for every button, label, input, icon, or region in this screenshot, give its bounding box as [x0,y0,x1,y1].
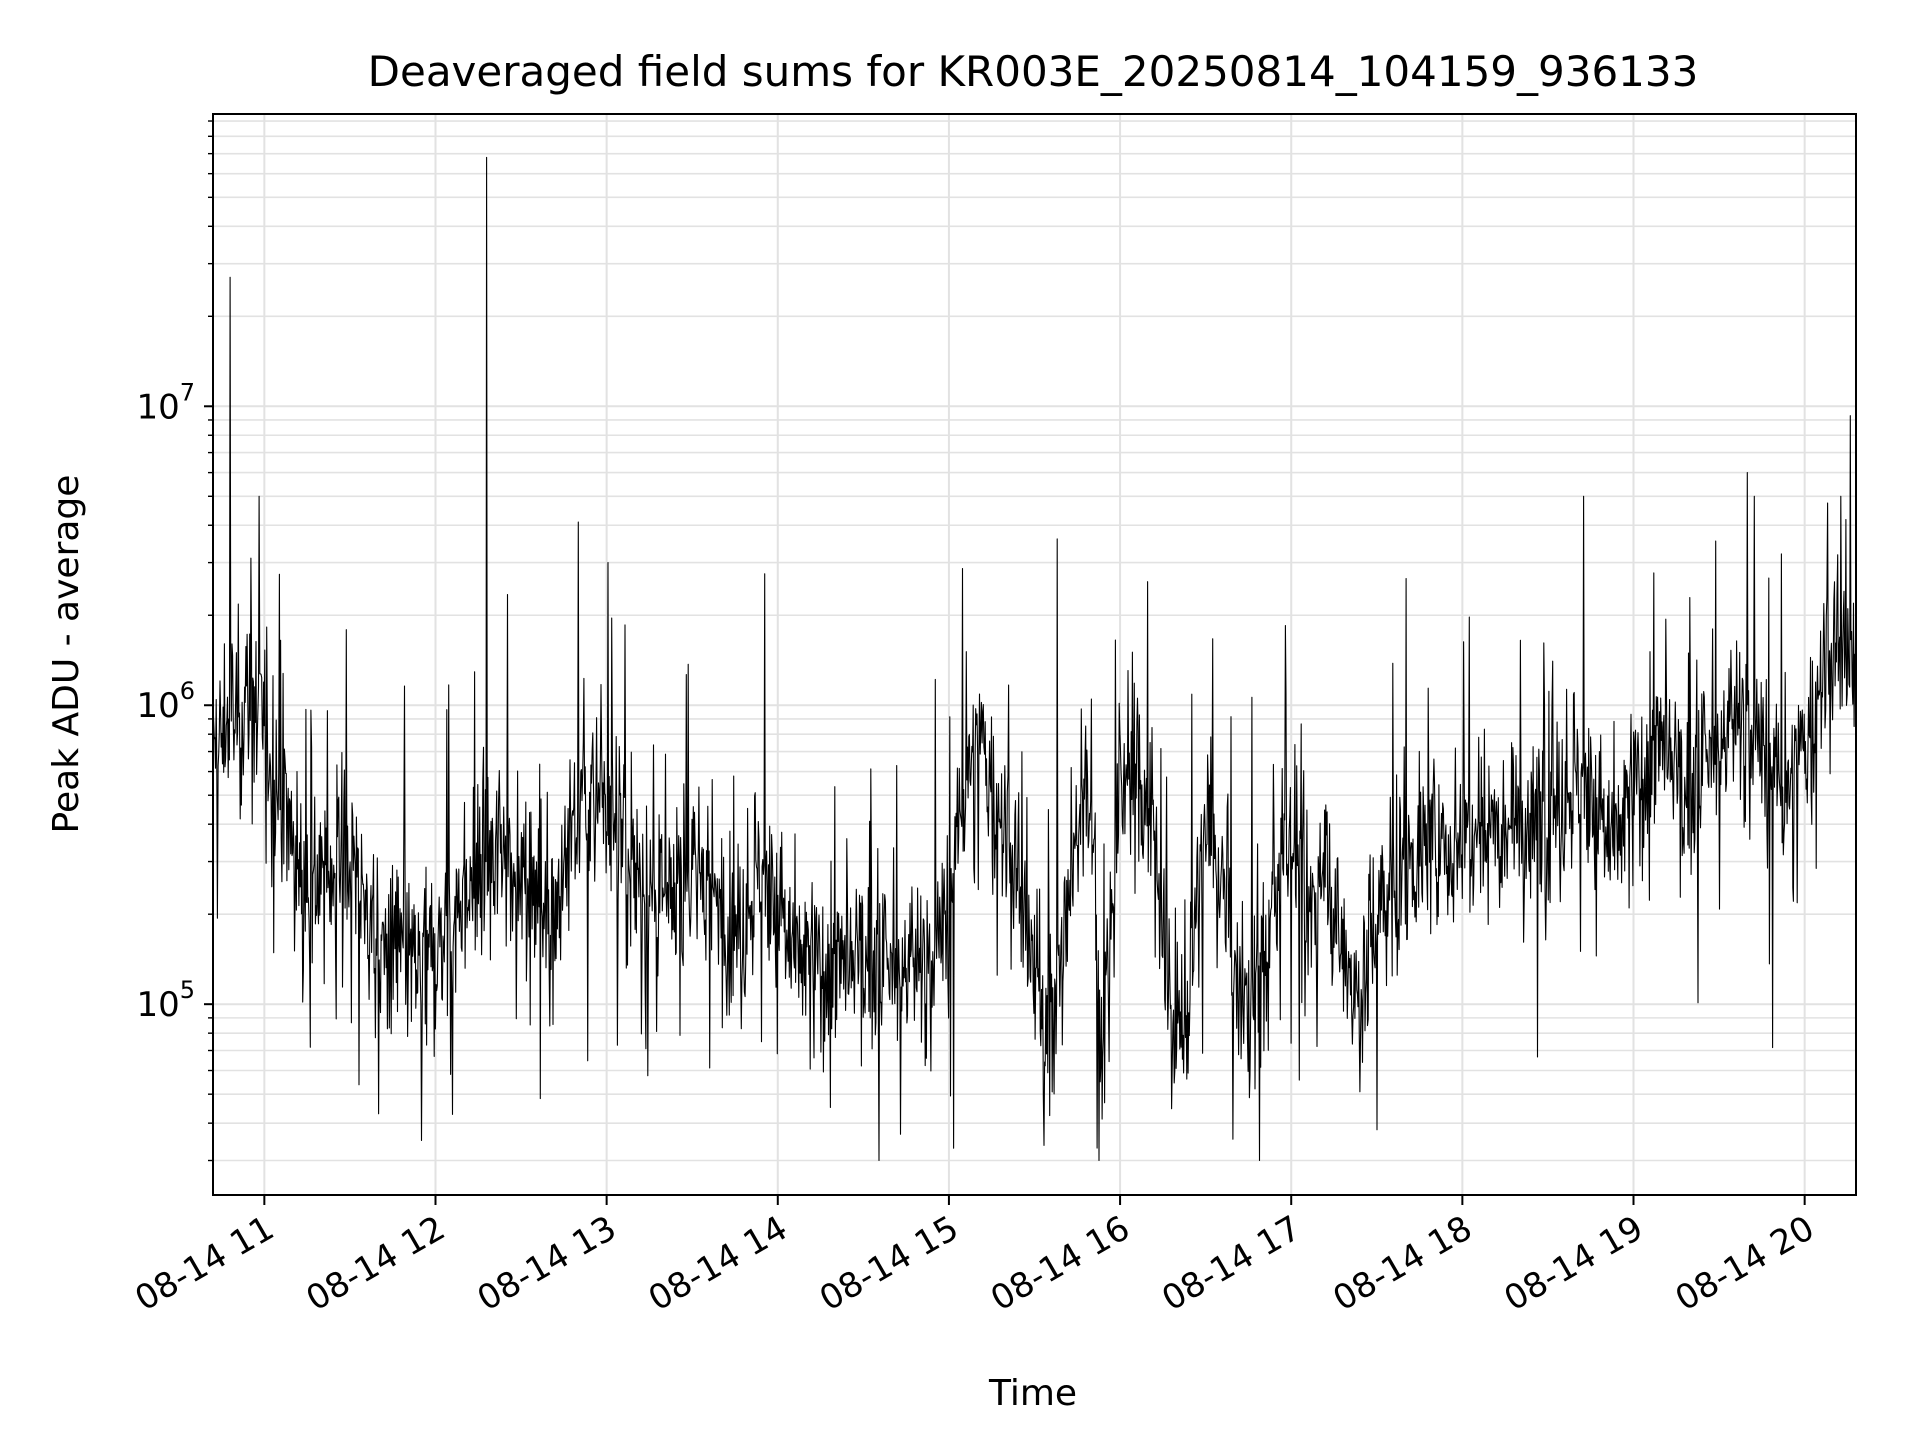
y-tick-exponent: 6 [180,677,195,705]
y-tick-label: 105 [136,976,195,1025]
y-tick-base: 10 [136,686,179,726]
y-tick-base: 10 [136,387,179,427]
plot-area: 08-14 11 08-14 12 08-14 13 08-14 14 08-14 15… [128,113,1857,1319]
y-tick-exponent: 7 [180,378,195,406]
y-tick-base: 10 [136,985,179,1025]
chart-title: Deaveraged field sums for KR003E_2025081… [368,47,1699,96]
y-tick-label: 106 [136,677,195,726]
y-tick-label: 107 [136,378,195,427]
y-axis-label: Peak ADU - average [46,475,87,834]
y-tick-exponent: 5 [180,976,195,1004]
plot-frame [212,113,1857,1196]
x-axis-label: Time [988,1373,1077,1414]
series-line [212,156,1857,1162]
